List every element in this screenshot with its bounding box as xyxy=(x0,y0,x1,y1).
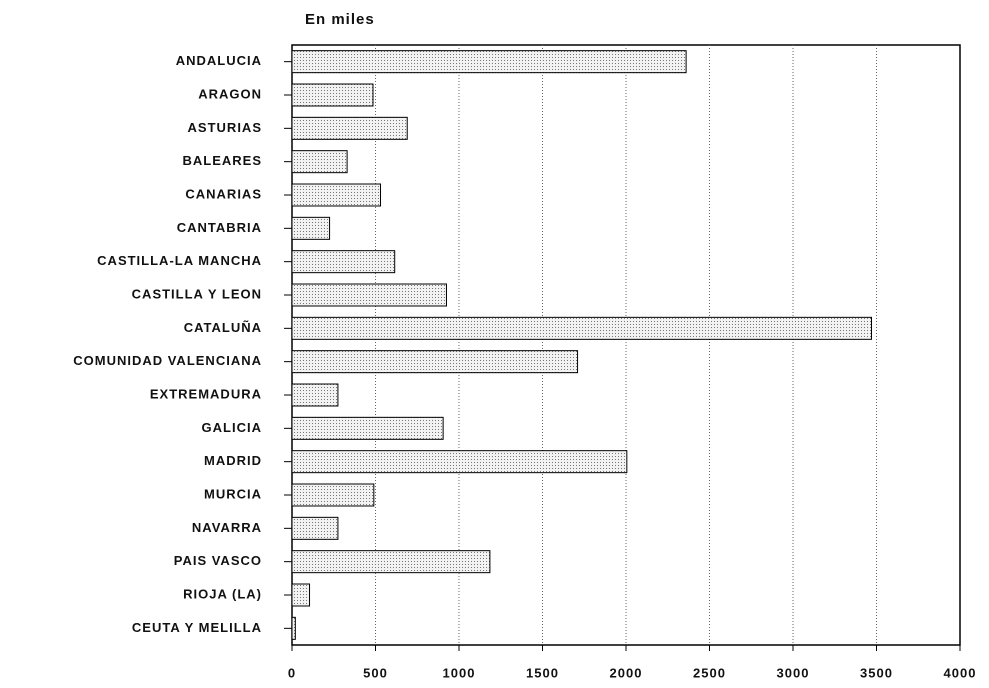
y-tick-label: PAIS VASCO xyxy=(174,553,262,568)
x-tick-label: 1500 xyxy=(526,665,559,680)
bar xyxy=(291,583,311,607)
x-tick-label: 3000 xyxy=(777,665,810,680)
bar xyxy=(291,283,447,307)
bar xyxy=(291,50,687,74)
x-tick-label: 0 xyxy=(288,665,296,680)
y-tick-label: ANDALUCIA xyxy=(176,53,262,68)
y-tick-label: MADRID xyxy=(204,453,262,468)
bar xyxy=(291,183,382,207)
bar xyxy=(291,150,348,174)
x-tick-label: 2000 xyxy=(610,665,643,680)
y-tick-label: COMUNIDAD VALENCIANA xyxy=(73,353,262,368)
bar xyxy=(291,350,579,374)
x-tick-label: 3500 xyxy=(860,665,893,680)
bar xyxy=(291,450,628,474)
y-tick-label: RIOJA (LA) xyxy=(183,586,262,601)
y-tick-label: MURCIA xyxy=(204,486,262,501)
y-tick-label: CASTILLA-LA MANCHA xyxy=(97,253,262,268)
x-tick-label: 500 xyxy=(363,665,388,680)
y-tick-label: GALICIA xyxy=(202,420,262,435)
x-tick-label: 4000 xyxy=(944,665,977,680)
y-tick-label: CANTABRIA xyxy=(177,220,262,235)
y-tick-label: EXTREMADURA xyxy=(150,386,262,401)
bar xyxy=(291,416,444,440)
bar xyxy=(291,483,375,507)
bar xyxy=(291,616,296,640)
y-tick-label: CANARIAS xyxy=(185,186,262,201)
y-tick-label: CEUTA Y MELILLA xyxy=(132,620,262,635)
y-tick-label: CASTILLA Y LEON xyxy=(132,286,262,301)
bar xyxy=(291,83,374,107)
x-tick-label: 1000 xyxy=(443,665,476,680)
y-tick-label: ASTURIAS xyxy=(188,120,262,135)
bar xyxy=(291,316,872,340)
y-tick-label: NAVARRA xyxy=(192,520,262,535)
bar xyxy=(291,116,408,140)
bar xyxy=(291,250,396,274)
y-tick-label: ARAGON xyxy=(198,86,262,101)
y-tick-label: BALEARES xyxy=(182,153,262,168)
bar xyxy=(291,516,339,540)
y-tick-label: CATALUÑA xyxy=(184,320,262,335)
bar xyxy=(291,550,491,574)
bar xyxy=(291,383,339,407)
bar xyxy=(291,216,331,240)
x-tick-label: 2500 xyxy=(693,665,726,680)
chart-title: En miles xyxy=(305,11,375,28)
